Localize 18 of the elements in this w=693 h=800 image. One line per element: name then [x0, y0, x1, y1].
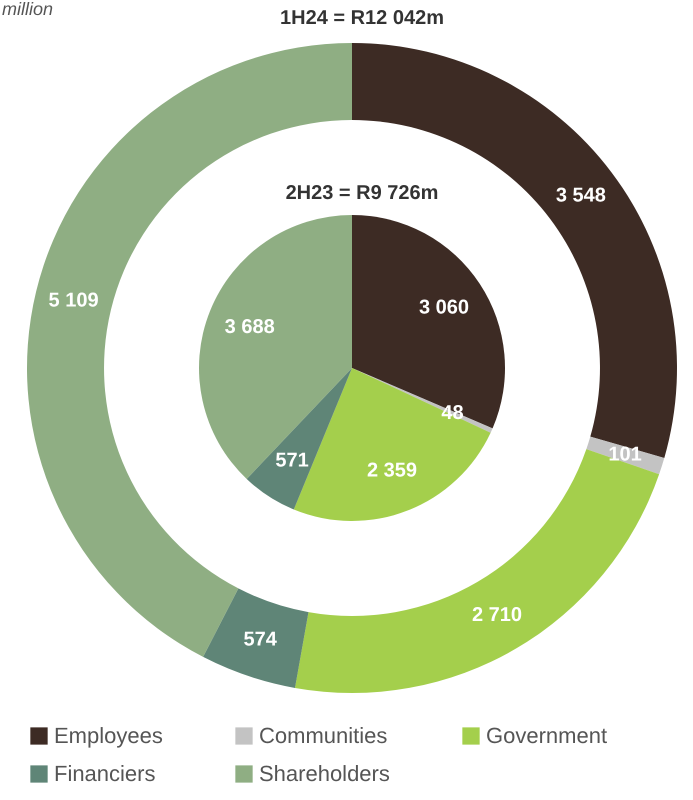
- data-label: 48: [441, 402, 464, 424]
- legend-label: Shareholders: [259, 761, 390, 786]
- legend-label: Employees: [54, 723, 163, 748]
- text: million: [2, 0, 54, 19]
- legend-label: Financiers: [54, 761, 156, 786]
- data-label: 571: [275, 449, 309, 472]
- data-label: 5 109: [48, 289, 99, 312]
- data-label: 2 359: [366, 460, 418, 482]
- data-label: 3 688: [224, 316, 275, 338]
- data-label: 3 548: [556, 184, 606, 207]
- data-label: 2 710: [472, 604, 522, 626]
- slice-label: 1H24 = R12 042m: [280, 7, 444, 29]
- data-label: 3 060: [418, 296, 470, 318]
- data-label: 574: [244, 628, 278, 650]
- slice-label: 2H23 = R9 726m: [286, 182, 438, 204]
- legend-label: Government: [486, 723, 608, 748]
- data-label: 101: [608, 444, 642, 466]
- legend-label: Communities: [259, 723, 388, 748]
